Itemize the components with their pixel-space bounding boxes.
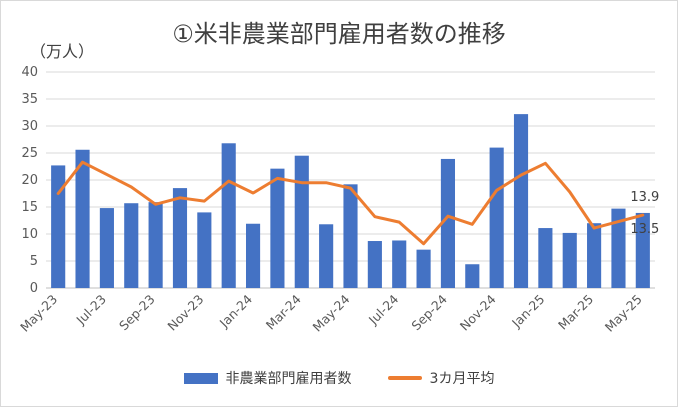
line-series [56,160,645,246]
x-tick-label: May-24 [309,291,352,334]
bar-data-label: 13.9 [630,190,659,205]
y-tick-label: 35 [21,92,38,107]
legend: 非農業部門雇用者数 3カ月平均 [0,368,678,388]
x-tick-label: Mar-24 [263,291,304,332]
y-tick-label: 10 [21,227,38,242]
y-tick-label: 0 [30,281,38,296]
y-tick-label: 20 [21,173,38,188]
bar [343,184,358,288]
bar [465,264,480,288]
x-axis-ticks: May-23 Jul-23 Sep-23 Nov-23 Jan-24 Mar-24 May-… [17,291,645,334]
legend-item-line: 3カ月平均 [387,368,495,388]
bar [75,149,90,288]
y-tick-label: 5 [30,254,38,269]
bar [51,165,66,288]
x-tick-label: Mar-25 [555,292,596,333]
bar [416,249,431,288]
bar [172,188,188,288]
bar [124,203,139,288]
data-labels: 13.9 13.5 [630,190,659,237]
y-axis-ticks: 0 5 10 15 20 25 30 35 40 [21,65,38,296]
y-tick-label: 30 [21,119,38,134]
legend-label-line: 3カ月平均 [429,371,495,387]
legend-swatch-bars [183,372,218,384]
bar [635,212,650,288]
x-tick-label: Jul-23 [73,292,109,328]
bar [538,228,553,288]
x-tick-label: Jan-24 [216,291,255,330]
y-unit-label: （万人） [30,42,95,61]
x-tick-label: Jan-25 [508,292,547,331]
x-tick-label: Sep-24 [408,291,450,333]
bar [270,168,285,288]
bar [367,241,382,288]
average-line [56,160,645,246]
x-tick-label: Nov-23 [164,292,206,334]
line-data-label: 13.5 [630,222,659,237]
bar [319,224,334,288]
y-tick-label: 40 [21,65,38,80]
bar [489,147,504,288]
bar [197,212,212,288]
x-tick-label: May-23 [17,292,60,335]
legend-label-bars: 非農業部門雇用者数 [225,371,352,387]
x-tick-label: May-25 [602,292,645,335]
legend-swatch-line [387,376,422,380]
y-tick-label: 15 [21,200,38,215]
bar [245,223,261,288]
bar [513,114,529,289]
bar [611,208,626,288]
bar [148,202,163,288]
x-tick-label: Sep-23 [116,292,158,334]
x-tick-label: Nov-24 [457,291,499,333]
x-tick-label: Jul-24 [365,291,401,327]
bar [221,143,236,288]
bar [99,208,114,288]
bar [294,155,309,288]
legend-item-bars: 非農業部門雇用者数 [183,368,352,388]
bar [587,223,602,288]
bar [440,158,456,288]
bar [392,240,407,288]
chart-title: ①米非農業部門雇用者数の推移 [172,20,506,48]
y-tick-label: 25 [21,146,38,161]
bar-series [51,114,650,289]
bar [562,232,577,288]
